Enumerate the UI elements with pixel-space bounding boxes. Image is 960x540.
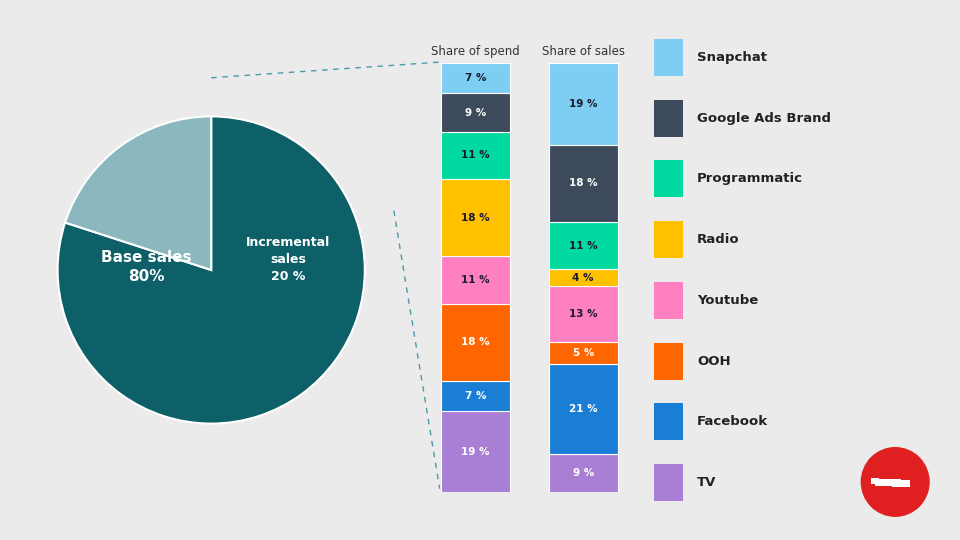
Circle shape (861, 448, 929, 516)
Text: 13 %: 13 % (569, 309, 597, 319)
Text: 18 %: 18 % (462, 213, 490, 222)
Bar (441, 381, 511, 411)
Text: 19 %: 19 % (569, 99, 597, 109)
Text: Facebook: Facebook (697, 415, 768, 428)
Bar (441, 303, 511, 381)
FancyBboxPatch shape (654, 464, 683, 501)
Text: Radio: Radio (697, 233, 739, 246)
FancyBboxPatch shape (654, 100, 683, 137)
Bar (548, 364, 618, 454)
Text: 18 %: 18 % (462, 337, 490, 347)
FancyBboxPatch shape (654, 403, 683, 440)
Bar (441, 256, 511, 303)
Title: Share of spend: Share of spend (431, 45, 520, 58)
FancyBboxPatch shape (654, 160, 683, 197)
Text: 7 %: 7 % (465, 73, 487, 83)
Bar (441, 411, 511, 492)
Wedge shape (58, 117, 365, 423)
Text: Incremental
sales
20 %: Incremental sales 20 % (246, 236, 330, 283)
Text: Google Ads Brand: Google Ads Brand (697, 112, 831, 125)
Bar (441, 179, 511, 256)
Bar (441, 93, 511, 132)
Bar (441, 63, 511, 93)
Text: 21 %: 21 % (569, 404, 597, 414)
Bar (548, 286, 618, 342)
Bar (548, 222, 618, 269)
FancyBboxPatch shape (654, 282, 683, 319)
FancyBboxPatch shape (892, 481, 910, 487)
Text: 5 %: 5 % (572, 348, 594, 358)
FancyBboxPatch shape (654, 343, 683, 380)
Text: 11 %: 11 % (462, 275, 490, 285)
Text: Programmatic: Programmatic (697, 172, 803, 185)
Text: 19 %: 19 % (462, 447, 490, 457)
FancyBboxPatch shape (654, 221, 683, 258)
FancyBboxPatch shape (654, 39, 683, 76)
Bar (548, 269, 618, 286)
FancyBboxPatch shape (871, 477, 879, 484)
Text: Base sales
80%: Base sales 80% (102, 249, 192, 285)
Text: OOH: OOH (697, 355, 731, 368)
Text: Snapchat: Snapchat (697, 51, 767, 64)
Text: 11 %: 11 % (569, 241, 597, 251)
Wedge shape (65, 117, 211, 270)
Text: Youtube: Youtube (697, 294, 758, 307)
Bar (548, 454, 618, 492)
Text: TV: TV (697, 476, 716, 489)
Text: 9 %: 9 % (465, 107, 487, 118)
Bar (548, 342, 618, 364)
Text: 7 %: 7 % (465, 391, 487, 401)
Bar (548, 145, 618, 222)
Text: 9 %: 9 % (572, 468, 594, 478)
Bar (441, 132, 511, 179)
FancyBboxPatch shape (876, 479, 900, 485)
Bar (548, 63, 618, 145)
Title: Share of sales: Share of sales (541, 45, 625, 58)
Text: 11 %: 11 % (462, 151, 490, 160)
Text: 18 %: 18 % (569, 178, 597, 188)
Text: 4 %: 4 % (572, 273, 594, 283)
